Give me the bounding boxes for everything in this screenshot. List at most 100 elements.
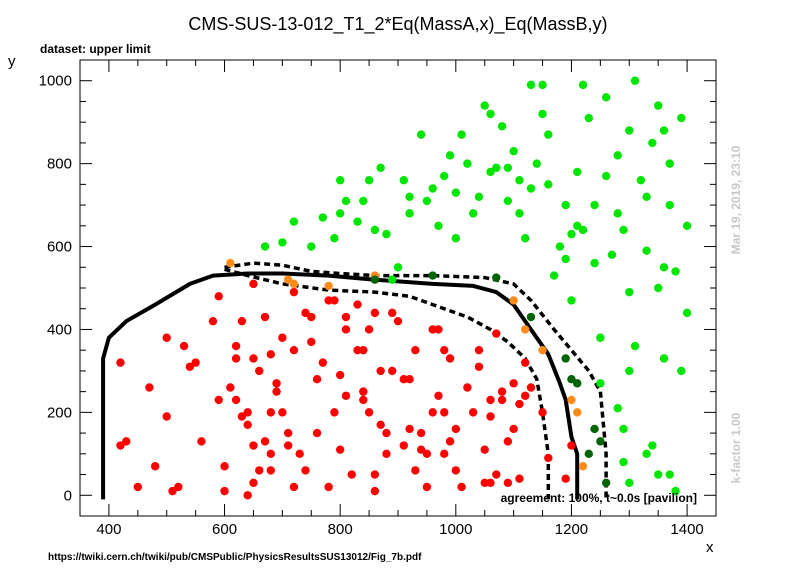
data-point-allowed <box>677 366 686 376</box>
data-point-excluded <box>509 379 518 388</box>
y-axis-label: y <box>8 53 16 70</box>
data-point-excluded <box>335 445 345 454</box>
data-point-excluded <box>133 482 143 492</box>
data-point-excluded <box>237 412 247 421</box>
data-point-excluded <box>312 428 322 438</box>
data-point-allowed <box>521 234 530 243</box>
data-point-allowed <box>659 354 669 363</box>
data-point-excluded <box>335 370 345 380</box>
data-point-excluded <box>231 395 241 405</box>
data-point-excluded <box>440 345 449 355</box>
data-point-borderline <box>573 408 582 417</box>
contour-expected-dashed-upper <box>224 261 608 500</box>
data-point-excluded <box>243 491 252 500</box>
data-point-excluded <box>237 316 247 326</box>
data-point-allowed <box>544 180 553 189</box>
data-point-allowed <box>671 486 680 496</box>
data-point-allowed <box>549 271 559 280</box>
data-point-excluded <box>272 379 281 388</box>
data-point-excluded <box>440 408 449 417</box>
plot-frame <box>79 59 717 517</box>
data-point-allowed <box>335 176 345 185</box>
data-point-darkgreen <box>573 379 582 388</box>
data-point-excluded <box>411 345 420 355</box>
data-point-allowed <box>451 188 461 197</box>
data-point-allowed <box>677 113 686 123</box>
data-point-excluded <box>416 445 426 454</box>
data-point-excluded <box>266 466 275 475</box>
data-point-excluded <box>231 341 241 351</box>
data-point-excluded <box>515 474 524 483</box>
timestamp-label: Mar 19, 2019, 23:10 <box>729 145 743 254</box>
y-tick-label: 600 <box>47 239 72 256</box>
data-point-excluded <box>451 424 461 434</box>
data-point-allowed <box>278 238 287 247</box>
data-point-excluded <box>428 408 437 417</box>
data-point-allowed <box>578 225 588 235</box>
data-point-darkgreen <box>526 312 536 322</box>
x-tick-label: 800 <box>328 521 353 538</box>
data-point-excluded <box>561 474 570 483</box>
data-point-excluded <box>497 395 507 405</box>
data-point-allowed <box>364 176 374 185</box>
data-point-excluded <box>289 287 299 297</box>
data-point-allowed <box>509 147 518 156</box>
data-point-darkgreen <box>596 437 605 446</box>
data-point-allowed <box>515 209 524 218</box>
data-point-allowed <box>665 470 674 479</box>
data-point-excluded <box>492 329 501 338</box>
data-point-allowed <box>497 122 507 131</box>
data-point-excluded <box>521 391 530 400</box>
data-point-excluded <box>122 437 131 446</box>
data-point-allowed <box>486 109 495 119</box>
data-point-excluded <box>463 383 472 392</box>
data-point-excluded <box>324 296 333 305</box>
data-point-excluded <box>480 478 489 488</box>
data-point-excluded <box>249 441 258 450</box>
data-point-excluded <box>492 470 501 479</box>
data-point-allowed <box>538 80 547 90</box>
data-point-allowed <box>636 176 646 185</box>
data-point-excluded <box>486 478 495 488</box>
data-point-allowed <box>665 200 674 210</box>
data-point-excluded <box>445 437 455 446</box>
data-point-excluded <box>226 383 235 392</box>
data-point-excluded <box>283 441 293 450</box>
data-point-darkgreen <box>370 275 380 284</box>
data-point-allowed <box>630 341 640 351</box>
data-point-allowed <box>474 192 484 201</box>
data-point-excluded <box>440 449 449 459</box>
data-point-excluded <box>434 325 443 334</box>
data-point-allowed <box>613 151 622 160</box>
data-point-allowed <box>671 267 680 276</box>
data-point-excluded <box>318 358 328 367</box>
data-point-allowed <box>468 209 478 218</box>
data-point-excluded <box>220 462 229 471</box>
data-point-allowed <box>653 283 663 293</box>
data-point-allowed <box>578 80 588 90</box>
data-point-excluded <box>162 333 171 342</box>
data-point-excluded <box>486 395 495 405</box>
data-point-excluded <box>260 437 270 446</box>
data-point-excluded <box>480 445 489 454</box>
contour-expected-dashed-lower <box>224 267 551 500</box>
data-point-excluded <box>359 387 368 396</box>
data-point-excluded <box>197 437 206 446</box>
data-point-excluded <box>411 466 420 475</box>
data-point-allowed <box>648 441 657 450</box>
data-point-excluded <box>428 325 437 334</box>
data-point-borderline <box>567 395 576 405</box>
data-point-excluded <box>353 345 362 355</box>
data-point-excluded <box>370 486 380 496</box>
data-point-allowed <box>399 176 408 185</box>
data-point-excluded <box>388 308 397 318</box>
data-point-allowed <box>590 200 599 210</box>
data-point-excluded <box>214 395 223 405</box>
data-point-excluded <box>521 358 530 367</box>
data-point-excluded <box>266 408 275 417</box>
data-point-excluded <box>382 449 391 459</box>
data-point-allowed <box>561 200 570 210</box>
data-point-allowed <box>659 126 669 135</box>
x-tick-label: 1400 <box>670 521 703 538</box>
